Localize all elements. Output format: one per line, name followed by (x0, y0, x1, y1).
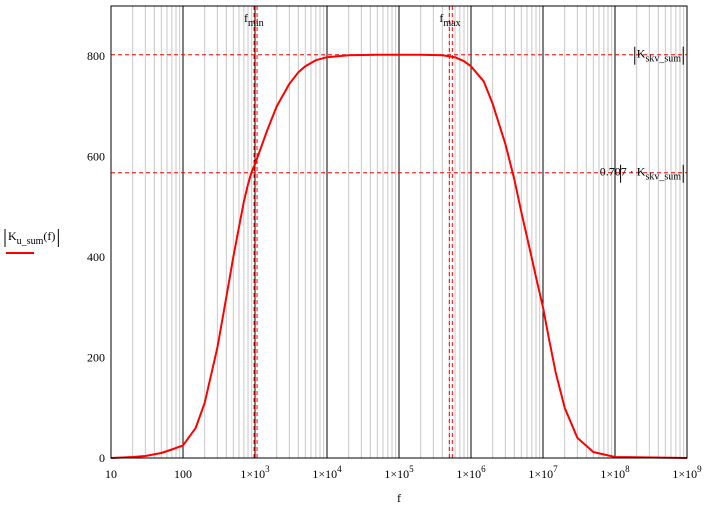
series-line (110, 53, 688, 459)
x-tick-label: 1×109 (672, 464, 702, 481)
x-axis-label: f (397, 491, 401, 505)
y-axis-label: Ku_sum(f) (4, 229, 59, 254)
horizontal-ref-label: Kskv_sum (637, 47, 681, 65)
x-tick-label: 1×107 (528, 464, 558, 481)
x-tick-label: 1×108 (600, 464, 630, 481)
y-tick-label: 0 (99, 451, 105, 465)
x-tick-label: 1×104 (312, 464, 342, 481)
y-tick-label: 400 (87, 250, 105, 264)
x-tick-label: 100 (174, 467, 192, 481)
x-tick-label: 10 (105, 467, 117, 481)
y-axis-label-text: Ku_sum(f) (8, 229, 55, 247)
y-tick-label: 800 (87, 49, 105, 63)
x-tick-label: 1×103 (240, 464, 270, 481)
series-layer (110, 53, 688, 459)
y-tick-label: 200 (87, 351, 105, 365)
vertical-ref-label: fmax (439, 11, 460, 29)
plot-frame (110, 5, 688, 459)
x-tick-label: 1×106 (456, 464, 486, 481)
x-tick-label: 1×105 (384, 464, 414, 481)
grid (110, 6, 688, 458)
tick-labels: 10 100 1×103 1×104 1×105 1×106 1×107 1×108 1×109… (87, 49, 702, 481)
y-tick-label: 600 (87, 150, 105, 164)
